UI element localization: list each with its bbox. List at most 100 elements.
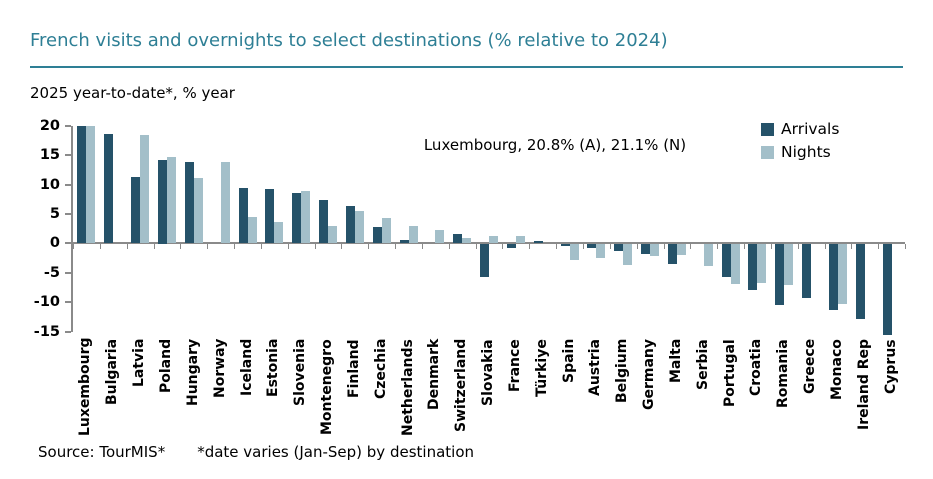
x-tick-mark <box>341 244 343 250</box>
x-tick-mark <box>180 244 182 250</box>
x-label-czechia: Czechia <box>372 338 389 399</box>
bar-arrivals-monaco <box>828 244 838 311</box>
x-label-switzerland: Switzerland <box>453 338 470 432</box>
bar-nights-iceland <box>247 217 257 244</box>
bar-arrivals-belgium <box>614 244 624 251</box>
bar-arrivals-germany <box>641 244 650 254</box>
x-label-t-rkiye: Türkiye <box>533 338 550 397</box>
bar-nights-latvia <box>140 135 150 244</box>
bar-nights-france <box>515 235 525 244</box>
y-tick-mark <box>65 213 71 216</box>
bar-arrivals-cyprus <box>882 244 892 336</box>
x-tick-mark <box>851 244 853 250</box>
y-axis-line <box>71 126 73 332</box>
bar-nights-belgium <box>623 244 633 266</box>
date-footnote: *date varies (Jan-Sep) by destination <box>197 443 474 461</box>
nights-legend-label: Nights <box>781 143 831 161</box>
bar-arrivals-romania <box>775 244 785 305</box>
y-tick-mark <box>65 183 71 186</box>
x-label-bulgaria: Bulgaria <box>104 338 121 405</box>
x-tick-mark <box>878 244 880 250</box>
x-tick-mark <box>824 244 826 250</box>
bar-arrivals-slovakia <box>480 244 489 277</box>
x-tick-mark <box>126 244 128 250</box>
x-tick-mark <box>153 244 155 250</box>
y-tick--15: -15 <box>33 323 60 340</box>
x-label-norway: Norway <box>211 338 228 398</box>
x-label-belgium: Belgium <box>614 338 631 403</box>
bar-arrivals-iceland <box>238 188 248 244</box>
bar-nights-portugal <box>730 244 740 284</box>
bar-nights-croatia <box>757 244 767 284</box>
bar-nights-montenegro <box>328 225 337 244</box>
x-tick-mark <box>314 244 316 250</box>
bar-arrivals-malta <box>667 244 677 265</box>
bar-nights-denmark <box>435 229 445 244</box>
nights-swatch <box>761 146 774 159</box>
x-label-portugal: Portugal <box>721 338 738 407</box>
x-tick-mark <box>287 244 289 250</box>
bar-nights-norway <box>220 162 230 244</box>
x-tick-mark <box>502 244 504 250</box>
bar-arrivals-montenegro <box>319 200 328 244</box>
x-label-denmark: Denmark <box>426 338 443 410</box>
x-label-france: France <box>506 338 523 392</box>
x-tick-mark <box>368 244 370 250</box>
bar-arrivals-finland <box>345 205 355 244</box>
legend-item-arrivals: Arrivals <box>761 121 839 137</box>
bar-nights-serbia <box>703 244 713 267</box>
y-tick-0: 0 <box>49 235 60 252</box>
x-tick-mark <box>207 244 209 250</box>
x-tick-mark <box>260 244 262 250</box>
x-tick-mark <box>744 244 745 250</box>
bar-arrivals-greece <box>802 244 812 298</box>
arrivals-swatch <box>761 123 774 136</box>
bar-nights-switzerland <box>462 237 472 244</box>
x-tick-mark <box>797 244 799 250</box>
x-tick-mark <box>448 244 450 250</box>
x-label-netherlands: Netherlands <box>399 338 416 436</box>
bar-arrivals-czechia <box>372 227 382 244</box>
x-tick-mark <box>717 244 719 250</box>
x-tick-mark <box>475 244 477 250</box>
bar-arrivals-latvia <box>131 176 141 244</box>
x-tick-mark <box>636 244 638 250</box>
bar-nights-netherlands <box>408 225 418 244</box>
bar-arrivals-france <box>506 244 516 249</box>
y-tick--10: -10 <box>33 294 60 311</box>
bar-arrivals-netherlands <box>399 239 409 244</box>
x-label-austria: Austria <box>587 338 604 396</box>
source-label: Source: TourMIS* <box>38 443 166 461</box>
bar-nights-slovenia <box>301 191 311 244</box>
bar-arrivals-croatia <box>748 244 758 290</box>
x-axis-zero-line <box>71 242 905 245</box>
x-label-poland: Poland <box>157 338 174 393</box>
legend-item-nights: Nights <box>761 143 839 161</box>
bar-nights-monaco <box>837 244 847 305</box>
x-tick-mark <box>905 244 906 250</box>
x-tick-mark <box>529 244 531 250</box>
x-label-finland: Finland <box>345 338 362 398</box>
x-label-luxembourg: Luxembourg <box>77 336 94 436</box>
page-title: French visits and overnights to select d… <box>30 30 668 51</box>
bar-nights-czechia <box>381 217 391 244</box>
bar-arrivals-spain <box>560 244 570 247</box>
bar-arrivals-austria <box>587 244 597 249</box>
x-label-montenegro: Montenegro <box>319 338 335 435</box>
y-tick-15: 15 <box>39 147 60 164</box>
chart-legend: Arrivals Nights <box>761 121 839 168</box>
bar-arrivals-portugal <box>721 244 731 278</box>
bar-nights-germany <box>650 244 659 257</box>
x-label-greece: Greece <box>802 338 819 394</box>
bar-arrivals-switzerland <box>453 234 463 244</box>
bar-nights-estonia <box>274 222 284 244</box>
luxembourg-annotation: Luxembourg, 20.8% (A), 21.1% (N) <box>423 136 687 154</box>
x-tick-mark <box>770 244 772 250</box>
bar-arrivals-luxembourg <box>77 126 87 244</box>
bar-arrivals-slovenia <box>292 192 302 244</box>
title-divider <box>30 66 903 68</box>
x-tick-mark <box>421 244 423 250</box>
y-tick-mark <box>65 242 71 245</box>
